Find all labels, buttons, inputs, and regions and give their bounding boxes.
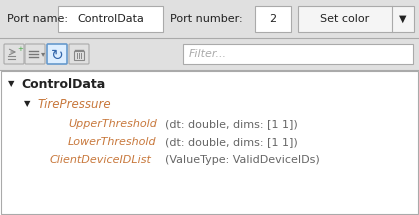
Text: ▾: ▾ <box>41 49 45 58</box>
Text: Filter...: Filter... <box>189 49 227 59</box>
FancyBboxPatch shape <box>183 44 413 64</box>
Text: ClientDeviceIDList: ClientDeviceIDList <box>50 155 152 165</box>
Text: 2: 2 <box>269 14 277 24</box>
FancyBboxPatch shape <box>255 6 291 32</box>
Text: Port name:: Port name: <box>7 14 68 24</box>
Text: Set color: Set color <box>321 14 370 24</box>
Text: ▼: ▼ <box>24 100 30 109</box>
Text: TirePressure: TirePressure <box>37 97 111 111</box>
Text: +: + <box>17 46 23 52</box>
Text: (dt: double, dims: [1 1]): (dt: double, dims: [1 1]) <box>165 119 298 129</box>
Text: LowerThreshold: LowerThreshold <box>68 137 157 147</box>
Bar <box>0 0 419 38</box>
Text: Port number:: Port number: <box>170 14 243 24</box>
Bar <box>74 51 84 60</box>
FancyBboxPatch shape <box>25 44 45 64</box>
FancyBboxPatch shape <box>298 6 414 32</box>
FancyBboxPatch shape <box>4 44 24 64</box>
FancyBboxPatch shape <box>69 44 89 64</box>
FancyBboxPatch shape <box>47 44 67 64</box>
Text: UpperThreshold: UpperThreshold <box>68 119 157 129</box>
FancyBboxPatch shape <box>58 6 163 32</box>
Text: ▼: ▼ <box>399 14 407 24</box>
Bar <box>0 70 419 215</box>
Text: (ValueType: ValidDeviceIDs): (ValueType: ValidDeviceIDs) <box>165 155 320 165</box>
Text: ControlData: ControlData <box>21 77 105 91</box>
Text: ▼: ▼ <box>8 80 14 89</box>
Text: (dt: double, dims: [1 1]): (dt: double, dims: [1 1]) <box>165 137 298 147</box>
Text: ↻: ↻ <box>51 48 63 63</box>
Text: ControlData: ControlData <box>77 14 144 24</box>
Bar <box>0 38 419 70</box>
